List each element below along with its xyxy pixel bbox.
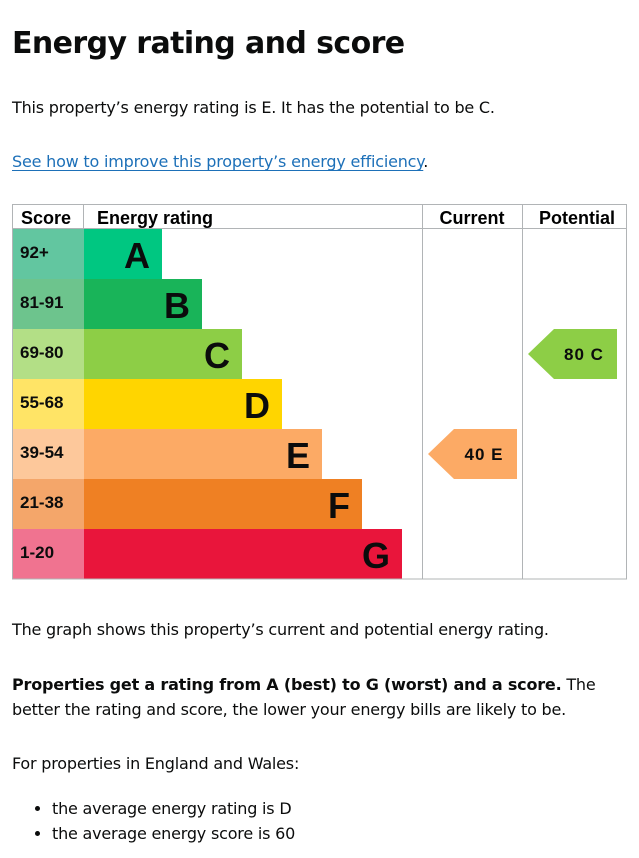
potential-rating-label: 80 C xyxy=(564,345,604,364)
current-rating-label: 40 E xyxy=(465,445,504,464)
band-letter-e: E xyxy=(286,435,310,476)
score-range-label-c: 69-80 xyxy=(20,343,63,362)
rating-bar-a xyxy=(84,229,162,279)
rating-bar-d xyxy=(84,379,282,429)
band-letter-c: C xyxy=(204,335,230,376)
score-range-label-e: 39-54 xyxy=(20,443,64,462)
score-range-label-g: 1-20 xyxy=(20,543,54,562)
score-column-header: Score xyxy=(21,208,71,228)
chart-border xyxy=(12,204,627,580)
score-cell-e xyxy=(12,429,84,479)
score-range-label-b: 81-91 xyxy=(20,293,63,312)
page-title: Energy rating and score xyxy=(12,26,405,61)
score-range-label-f: 21-38 xyxy=(20,493,63,512)
rating-explanation-rest: The better the rating and score, the low… xyxy=(12,675,596,719)
band-letter-g: G xyxy=(362,535,390,576)
rating-bar-e xyxy=(84,429,322,479)
energy-rating-chart: Score Energy rating Current Potential 92… xyxy=(12,204,627,580)
band-letter-f: F xyxy=(328,485,350,526)
rating-bar-g xyxy=(84,529,402,579)
region-text: For properties in England and Wales: xyxy=(12,754,300,773)
current-rating-arrow xyxy=(428,429,517,479)
rating-bar-c xyxy=(84,329,242,379)
score-cell-a xyxy=(12,229,84,279)
chart-caption: The graph shows this property’s current … xyxy=(12,620,549,639)
improve-efficiency-link[interactable]: See how to improve this property’s energ… xyxy=(12,152,424,171)
rating-bar-b xyxy=(84,279,202,329)
potential-rating-arrow xyxy=(528,329,617,379)
band-letter-a: A xyxy=(124,235,150,276)
intro-text: This property’s energy rating is E. It h… xyxy=(12,98,495,117)
score-range-label-a: 92+ xyxy=(20,243,49,262)
rating-explanation-bold: Properties get a rating from A (best) to… xyxy=(12,675,562,694)
rating-column-header: Energy rating xyxy=(97,208,213,228)
current-column-header: Current xyxy=(439,208,504,228)
average-rating-item: the average energy rating is D xyxy=(52,796,295,821)
link-suffix: . xyxy=(423,152,429,171)
score-cell-d xyxy=(12,379,84,429)
band-letter-b: B xyxy=(164,285,190,326)
score-cell-b xyxy=(12,279,84,329)
score-cell-f xyxy=(12,479,84,529)
potential-column-header: Potential xyxy=(539,208,615,228)
score-cell-g xyxy=(12,529,84,579)
score-range-label-d: 55-68 xyxy=(20,393,63,412)
score-cell-c xyxy=(12,329,84,379)
improve-link-line: See how to improve this property’s energ… xyxy=(12,149,627,174)
rating-bar-f xyxy=(84,479,362,529)
averages-list: the average energy rating is D the avera… xyxy=(12,796,295,846)
band-letter-d: D xyxy=(244,385,270,426)
average-score-item: the average energy score is 60 xyxy=(52,821,295,846)
rating-explanation: Properties get a rating from A (best) to… xyxy=(12,672,627,722)
